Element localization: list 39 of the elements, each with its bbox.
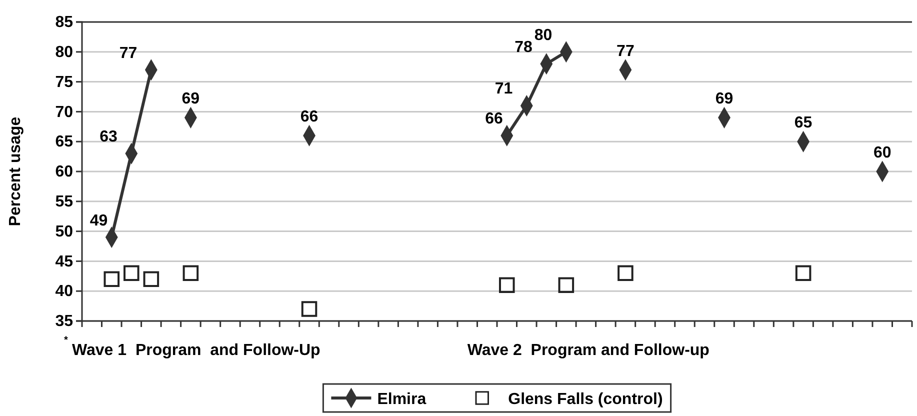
y-tick-label: 55: [55, 194, 74, 211]
y-tick-label: 40: [55, 283, 74, 300]
legend-label: Elmira: [377, 391, 426, 408]
point: [143, 271, 160, 288]
point: [795, 265, 812, 282]
text: Wave 1 Program and Follow-Up: [72, 342, 321, 359]
data-label: 69: [182, 90, 200, 108]
y-tick-label: 45: [55, 253, 74, 270]
y-tick-label: 80: [55, 44, 74, 62]
y-tick-label: 85: [55, 14, 74, 32]
data-label: 77: [616, 42, 634, 60]
data-label: 65: [794, 114, 812, 132]
data-label: 63: [100, 128, 118, 146]
text: Wave 2 Program and Follow-up: [467, 342, 710, 359]
data-label: 66: [485, 110, 503, 128]
data-label: 80: [534, 26, 552, 44]
data-label: 66: [300, 108, 318, 126]
y-tick-label: 70: [55, 104, 74, 121]
point: [124, 265, 140, 282]
data-label: 49: [90, 212, 108, 230]
y-tick-label: 75: [55, 74, 74, 91]
y-tick-label: 35: [55, 313, 74, 330]
y-tick-label: 50: [55, 223, 74, 240]
point: [301, 301, 318, 317]
y-tick-label: 60: [55, 164, 74, 181]
data-label: 69: [715, 90, 734, 108]
text: *: [64, 335, 68, 346]
data-label: 78: [514, 38, 533, 56]
point: [498, 277, 515, 294]
y-axis-title: Percent usage: [7, 116, 24, 226]
legend-label: Glens Falls (control): [508, 391, 663, 408]
point: [618, 265, 634, 282]
point: [558, 277, 574, 294]
data-label: 77: [119, 44, 138, 62]
y-tick-label: 65: [55, 134, 74, 151]
data-label: 71: [494, 80, 513, 98]
data-label: 60: [873, 144, 892, 162]
point: [104, 271, 120, 288]
point: [182, 265, 199, 282]
